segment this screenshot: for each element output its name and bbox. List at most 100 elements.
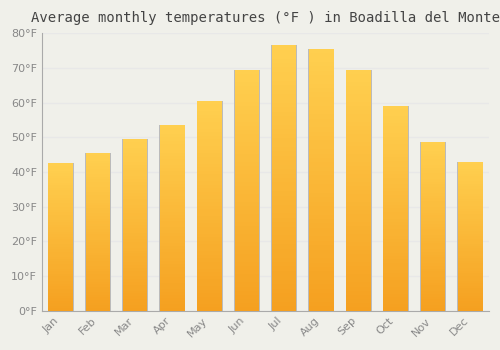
Bar <box>123 205 148 208</box>
Bar <box>234 74 259 78</box>
Bar <box>384 123 408 126</box>
Bar <box>458 214 482 216</box>
Bar <box>48 178 73 181</box>
Bar <box>346 287 371 290</box>
Bar <box>309 237 334 241</box>
Bar <box>198 160 222 164</box>
Bar <box>86 197 110 200</box>
Bar <box>346 279 371 282</box>
Bar <box>198 101 222 104</box>
Bar <box>198 139 222 143</box>
Bar <box>272 293 296 298</box>
Bar <box>272 94 296 98</box>
Bar <box>384 157 408 161</box>
Bar <box>86 174 110 176</box>
Bar <box>123 142 148 145</box>
Bar <box>458 216 482 219</box>
Bar <box>160 134 184 138</box>
Bar <box>198 300 222 303</box>
Bar <box>309 79 334 84</box>
Bar <box>309 136 334 140</box>
Bar <box>309 241 334 245</box>
Bar <box>420 154 446 156</box>
Bar <box>160 168 184 172</box>
Bar <box>384 263 408 266</box>
Bar <box>48 286 73 288</box>
Bar <box>346 70 371 74</box>
Bar <box>48 242 73 244</box>
Bar <box>123 305 148 308</box>
Bar <box>272 134 296 138</box>
Bar <box>346 198 371 202</box>
Bar <box>48 166 73 168</box>
Bar <box>86 205 110 208</box>
Bar <box>384 243 408 246</box>
Bar <box>272 191 296 196</box>
Bar <box>198 248 222 251</box>
Bar <box>420 168 446 170</box>
Bar <box>346 302 371 307</box>
Bar <box>458 303 482 306</box>
Bar <box>123 170 148 173</box>
Bar <box>86 184 110 187</box>
Bar <box>198 223 222 227</box>
Bar <box>234 254 259 258</box>
Bar <box>384 167 408 171</box>
Bar <box>160 184 184 187</box>
Bar <box>346 158 371 162</box>
Bar <box>160 181 184 184</box>
Bar <box>48 183 73 186</box>
Bar <box>234 198 259 202</box>
Bar <box>272 200 296 204</box>
Bar <box>420 156 446 159</box>
Bar <box>309 271 334 276</box>
Bar <box>271 46 297 310</box>
Bar <box>160 202 184 205</box>
Bar <box>48 279 73 281</box>
Bar <box>160 199 184 202</box>
Bar <box>86 166 110 169</box>
Bar <box>160 150 184 153</box>
Bar <box>86 263 110 266</box>
Bar <box>346 122 371 126</box>
Bar <box>458 191 482 194</box>
Bar <box>458 201 482 204</box>
Bar <box>48 252 73 254</box>
Bar <box>123 271 148 273</box>
Bar <box>48 271 73 274</box>
Bar <box>384 140 408 143</box>
Bar <box>234 214 259 218</box>
Bar <box>272 236 296 240</box>
Bar <box>48 198 73 200</box>
Bar <box>48 239 73 242</box>
Bar <box>234 307 259 310</box>
Bar <box>86 232 110 235</box>
Bar <box>346 110 371 114</box>
Bar <box>384 133 408 137</box>
Bar <box>309 101 334 106</box>
Bar <box>86 289 110 292</box>
Bar <box>48 168 73 170</box>
Bar <box>123 265 148 268</box>
Bar <box>458 236 482 239</box>
Bar <box>234 250 259 254</box>
Bar <box>384 236 408 239</box>
Bar <box>458 256 482 258</box>
Bar <box>458 174 482 176</box>
Bar <box>272 253 296 258</box>
Bar <box>458 276 482 278</box>
Bar <box>420 252 446 254</box>
Bar <box>309 123 334 127</box>
Bar <box>346 258 371 262</box>
Bar <box>198 104 222 108</box>
Bar <box>86 305 110 308</box>
Bar <box>160 209 184 212</box>
Bar <box>123 153 148 156</box>
Bar <box>123 173 148 176</box>
Bar <box>198 234 222 237</box>
Bar <box>384 205 408 208</box>
Bar <box>420 159 446 162</box>
Bar <box>346 295 371 299</box>
Bar <box>160 286 184 289</box>
Bar <box>272 266 296 271</box>
